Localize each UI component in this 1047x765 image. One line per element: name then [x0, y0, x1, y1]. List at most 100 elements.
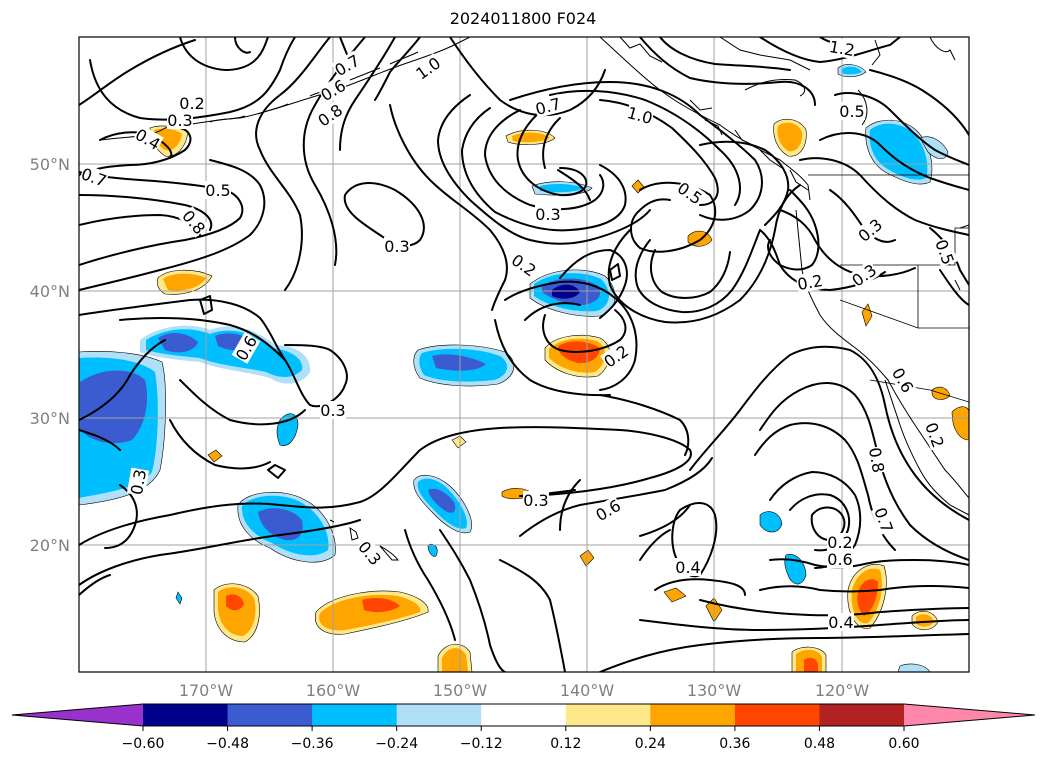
contour-label-background [132, 124, 164, 154]
colorbar-segment [650, 704, 736, 726]
positive-anomaly-area [207, 449, 223, 463]
contour-label: 0.4 [828, 613, 853, 632]
positive-anomaly-area [362, 598, 400, 613]
negative-anomaly-area [897, 663, 931, 672]
contour-label: 0.4 [675, 558, 700, 577]
negative-anomaly-area [552, 284, 580, 299]
colorbar-segment [565, 704, 651, 726]
contour-label: 0.3 [127, 468, 150, 496]
contour-label: 0.2 [179, 94, 204, 113]
contour-lines [79, 37, 969, 672]
lat-label-40n: 40°N [30, 282, 70, 301]
contour-label-background [126, 467, 150, 497]
negative-anomaly-area [175, 591, 183, 605]
colorbar-tick-label: 0.12 [550, 736, 581, 752]
positive-anomaly-area [777, 122, 803, 152]
contour-label: 0.3 [535, 205, 560, 224]
contour-label-background [888, 364, 918, 396]
positive-anomaly-area [451, 435, 467, 449]
contour-label-background [871, 504, 897, 536]
colorbar-tick-label: 0.60 [888, 736, 919, 752]
colorbar-tick-label: 0.36 [719, 736, 750, 752]
negative-anomaly-area [842, 66, 862, 75]
positive-anomaly-area [916, 614, 934, 627]
contour-label-background [674, 178, 706, 208]
map-frame [78, 36, 970, 673]
colorbar-ticks: −0.60 −0.48 −0.36 −0.24 −0.12 0.12 0.24 0.36 0.4… [122, 726, 920, 752]
colorbar-segment [819, 704, 905, 726]
contour-label-background [179, 94, 205, 112]
negative-anomaly-area [428, 488, 456, 513]
colorbar-segment [734, 704, 820, 726]
contour-label-background [535, 205, 561, 223]
contour-label: 0.3 [523, 491, 548, 510]
contour-label-background [848, 260, 880, 290]
contour-label: 0.3 [167, 111, 192, 130]
contour-label-background [523, 491, 549, 509]
contour-label: 0.2 [827, 533, 852, 552]
colorbar-extend-high [904, 704, 1035, 726]
positive-anomaly-area [861, 303, 873, 327]
contour-label-background [314, 100, 346, 130]
lat-label-30n: 30°N [30, 409, 70, 428]
colorbar-tick-label: −0.36 [291, 736, 334, 752]
lon-label-140w: 140°W [560, 681, 615, 700]
colorbar-tick-label: −0.48 [206, 736, 249, 752]
colorbar-tick-label: −0.24 [375, 736, 418, 752]
negative-anomaly-area [258, 508, 303, 541]
contour-label-background [865, 445, 889, 475]
negative-anomaly-area [540, 183, 584, 193]
negative-anomaly-area [432, 354, 486, 371]
colorbar-tick-label: −0.60 [122, 736, 165, 752]
lon-label-170w: 170°W [179, 681, 234, 700]
contour-label: 0.5 [839, 102, 864, 121]
colorbar-segment [396, 704, 482, 726]
lat-label-20n: 20°N [30, 536, 70, 555]
contour-label-background [600, 341, 632, 371]
contour-label-background [320, 401, 346, 419]
contour-label-background [533, 93, 563, 119]
contour-label-background [508, 250, 540, 280]
negative-anomaly-area [158, 333, 198, 353]
contour-label-background [625, 102, 655, 128]
negative-anomaly-area [869, 123, 928, 180]
contour-label-background [592, 495, 624, 525]
colorbar: −0.60 −0.48 −0.36 −0.24 −0.12 0.12 0.24 0.36 0.4… [11, 703, 1036, 752]
contour-label: 0.2 [796, 271, 824, 294]
colorbar-extend-low [12, 704, 143, 726]
contour-label-background [839, 102, 865, 120]
positive-anomaly-area [154, 128, 182, 151]
lon-label-120w: 120°W [815, 681, 870, 700]
contour-label-background [828, 613, 854, 631]
positive-anomaly-area [804, 657, 818, 672]
contour-label-background [827, 37, 857, 60]
lon-label-150w: 150°W [433, 681, 488, 700]
contour-label: 0.6 [827, 550, 852, 569]
contour-label-background [854, 214, 886, 246]
contour-label-background [922, 419, 948, 451]
longitude-labels: 170°W 160°W 150°W 140°W 130°W 120°W [179, 681, 870, 700]
colorbar-tick-label: 0.48 [804, 736, 835, 752]
contour-label-background [827, 550, 853, 568]
colorbar-segment [481, 704, 567, 726]
colorbar-tick-label: 0.24 [635, 736, 666, 752]
contour-label: 1.2 [828, 37, 856, 60]
contour-label-background [331, 50, 363, 80]
contour-label-background [167, 111, 193, 129]
contour-label-background [354, 537, 386, 569]
positive-anomaly-area [163, 273, 206, 291]
map-title: 2024011800 F024 [450, 9, 597, 28]
shaded-fields [79, 64, 969, 672]
colorbar-tick-label: −0.12 [460, 736, 503, 752]
negative-anomaly-area [80, 370, 148, 444]
positive-anomaly-area [663, 587, 687, 603]
contour-label-background [412, 53, 444, 83]
lon-label-160w: 160°W [306, 681, 361, 700]
contour-label-background [178, 206, 210, 238]
colorbar-segment [227, 704, 313, 726]
positive-anomaly-area [951, 406, 969, 441]
contour-label-background [932, 236, 958, 268]
positive-anomaly-area [226, 594, 244, 611]
contour-label-background [205, 181, 231, 199]
